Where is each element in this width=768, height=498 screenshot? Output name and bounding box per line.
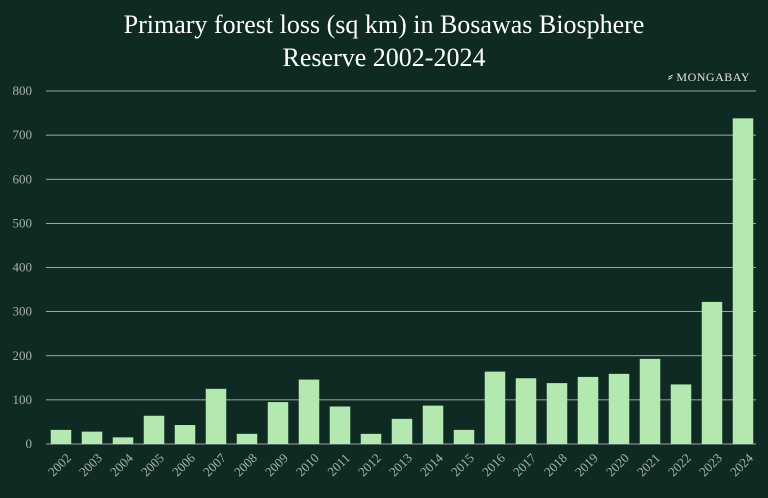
bar-2019 [577, 376, 599, 444]
bar-2017 [515, 378, 537, 444]
x-tick-label: 2016 [479, 450, 508, 479]
y-tick-label: 200 [13, 348, 33, 363]
x-tick-label: 2005 [138, 450, 167, 479]
y-tick-label: 100 [13, 392, 33, 407]
x-tick-label: 2014 [417, 450, 446, 479]
bar-2022 [670, 384, 692, 444]
gecko-icon: ⸗ [667, 69, 674, 85]
chart-title-line-2: Reserve 2002-2024 [282, 43, 486, 72]
x-tick-label: 2017 [510, 450, 539, 479]
x-tick-label: 2021 [634, 450, 663, 479]
bar-2005 [143, 415, 165, 444]
x-tick-label: 2002 [45, 450, 74, 479]
x-tick-label: 2013 [386, 450, 415, 479]
x-tick-label: 2004 [107, 450, 136, 479]
x-tick-label: 2009 [262, 450, 291, 479]
x-tick-label: 2020 [603, 450, 632, 479]
bar-2018 [546, 383, 568, 444]
bar-2023 [701, 301, 723, 444]
y-tick-label: 300 [13, 304, 33, 319]
x-tick-label: 2003 [76, 450, 105, 479]
x-tick-label: 2012 [355, 450, 384, 479]
bar-2012 [360, 433, 382, 444]
bar-2024 [732, 118, 754, 445]
bar-2008 [236, 433, 258, 444]
chart-title-line-1: Primary forest loss (sq km) in Bosawas B… [123, 10, 645, 39]
bar-2002 [50, 429, 72, 444]
x-tick-label: 2007 [200, 450, 229, 479]
x-tick-label: 2006 [169, 450, 198, 479]
x-tick-label: 2011 [324, 450, 353, 479]
x-tick-label: 2022 [665, 450, 694, 479]
brand-label: MONGABAY [676, 70, 750, 84]
bar-2009 [267, 402, 289, 444]
y-tick-label: 800 [13, 83, 33, 98]
y-tick-label: 400 [13, 260, 33, 275]
bar-2004 [112, 437, 134, 444]
bar-2016 [484, 371, 506, 444]
bar-2003 [81, 431, 103, 444]
x-tick-label: 2010 [293, 450, 322, 479]
bar-2007 [205, 388, 227, 444]
x-tick-label: 2024 [727, 450, 756, 479]
bar-2020 [608, 373, 630, 444]
bar-2011 [329, 406, 351, 444]
y-tick-label: 0 [26, 436, 33, 451]
brand-logo: ⸗ MONGABAY [668, 69, 750, 86]
x-tick-label: 2008 [231, 450, 260, 479]
bar-2021 [639, 358, 661, 444]
chart-title: Primary forest loss (sq km) in Bosawas B… [0, 8, 768, 74]
y-tick-label: 600 [13, 171, 33, 186]
y-tick-label: 700 [13, 127, 33, 142]
bar-2006 [174, 425, 196, 444]
bar-2010 [298, 379, 320, 444]
bar-2015 [453, 429, 475, 444]
x-tick-label: 2023 [696, 450, 725, 479]
x-tick-label: 2015 [448, 450, 477, 479]
x-tick-label: 2018 [541, 450, 570, 479]
x-tick-label: 2019 [572, 450, 601, 479]
bar-2014 [422, 405, 444, 444]
bar-2013 [391, 418, 413, 444]
y-tick-label: 500 [13, 215, 33, 230]
